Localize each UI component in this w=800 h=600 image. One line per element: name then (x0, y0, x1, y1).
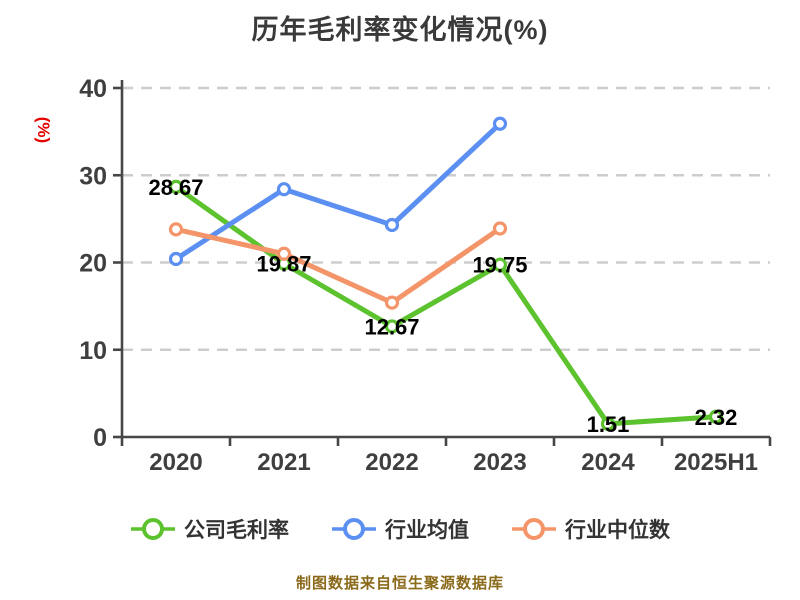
svg-text:19.87: 19.87 (256, 252, 311, 277)
svg-text:0: 0 (93, 424, 107, 452)
svg-text:2025H1: 2025H1 (674, 449, 758, 476)
svg-text:2020: 2020 (149, 449, 202, 476)
legend-marker-icon (332, 518, 376, 540)
svg-text:1.51: 1.51 (587, 412, 630, 437)
data-labels: 28.67 19.87 12.67 19.75 1.51 2.32 (148, 175, 737, 437)
legend-item-company-margin[interactable]: 公司毛利率 (130, 514, 289, 544)
legend-label: 公司毛利率 (184, 519, 289, 542)
svg-text:(%): (%) (34, 117, 53, 143)
chart-title: 历年毛利率变化情况(%) (251, 15, 549, 45)
svg-text:30: 30 (79, 162, 107, 190)
svg-text:2024: 2024 (581, 449, 635, 476)
svg-text:28.67: 28.67 (148, 175, 203, 200)
svg-text:2022: 2022 (365, 449, 418, 476)
data-source-note: 制图数据来自恒生聚源数据库 (295, 575, 504, 592)
svg-text:12.67: 12.67 (364, 314, 419, 339)
legend-item-industry-median[interactable]: 行业中位数 (511, 514, 670, 544)
svg-text:20: 20 (79, 250, 107, 278)
legend-label: 行业均值 (385, 519, 469, 542)
legend-item-industry-average[interactable]: 行业均值 (331, 514, 469, 544)
y-axis-name: (%) (34, 117, 53, 143)
svg-text:40: 40 (79, 75, 107, 103)
legend: 公司毛利率 行业均值 行业中位数 (0, 514, 800, 544)
svg-text:2.32: 2.32 (695, 405, 738, 430)
series-lines (168, 116, 724, 431)
legend-marker-icon (131, 518, 175, 540)
legend-label: 行业中位数 (565, 519, 670, 542)
svg-text:2023: 2023 (473, 449, 526, 476)
svg-text:19.75: 19.75 (472, 253, 527, 278)
axes: 0 10 20 30 40 2020 2021 2022 2023 2024 2025H1 (79, 75, 772, 476)
svg-text:10: 10 (79, 337, 107, 365)
svg-text:2021: 2021 (257, 449, 310, 476)
legend-marker-icon (512, 518, 556, 540)
